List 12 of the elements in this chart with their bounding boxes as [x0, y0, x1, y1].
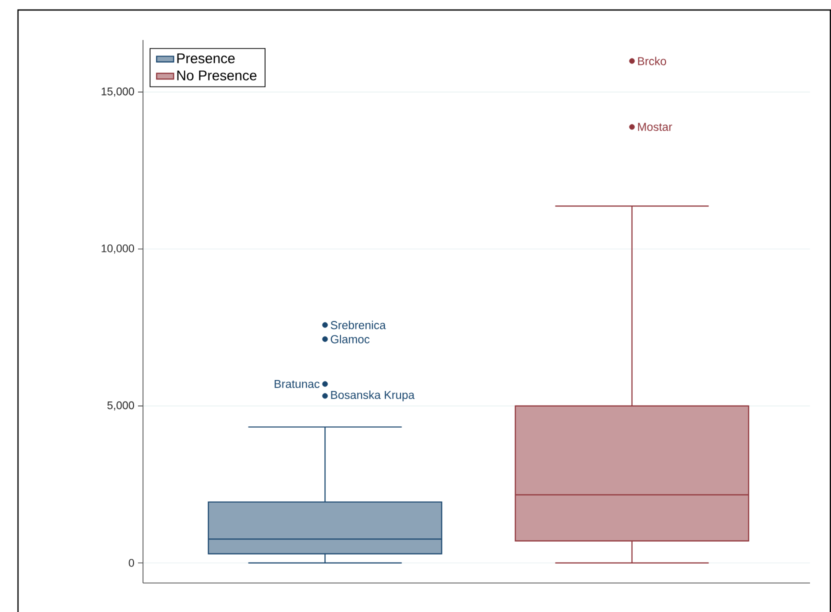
y-tick-label: 5,000 [107, 401, 134, 410]
legend-label: Presence [177, 54, 235, 64]
annotation: Bratunac [274, 380, 320, 388]
annotation: Mostar [638, 122, 672, 131]
annotation: Glamoc [330, 334, 370, 344]
y-tick-label: 0 [128, 558, 134, 567]
y-tick-label: 10,000 [102, 244, 134, 254]
y-tick-label: 15,000 [102, 88, 134, 97]
annotation: Srebrenica [330, 320, 386, 330]
annotation: Bosanska Krupa [331, 390, 415, 402]
annotation: Brcko [638, 56, 666, 66]
legend-label: No Presence [177, 70, 256, 80]
